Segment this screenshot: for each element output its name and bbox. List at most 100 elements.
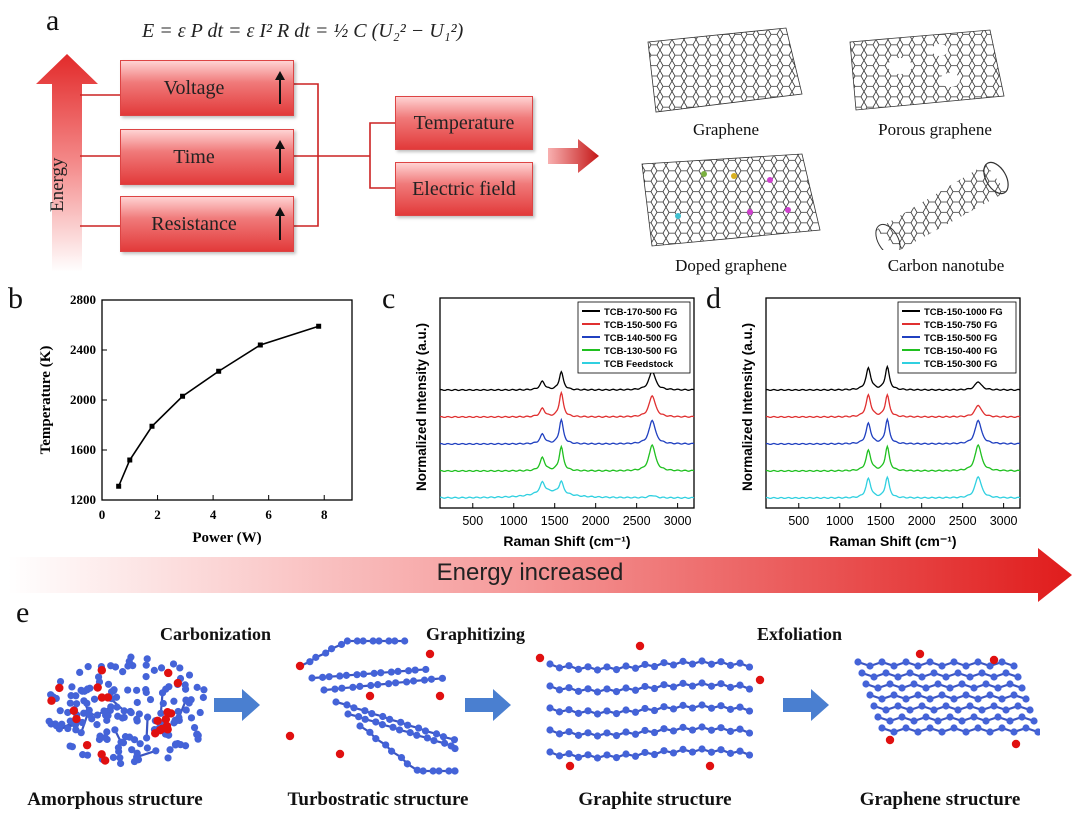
structure-graphene: Graphene structure — [859, 789, 1021, 810]
x-tick-label: 1000 — [500, 514, 528, 528]
carbon-atom — [450, 736, 459, 744]
legend-label: TCB-150-750 FG — [924, 320, 997, 331]
right-arrow-icon — [548, 139, 599, 173]
carbon-atom — [370, 669, 378, 677]
oxygen-atom — [153, 716, 162, 726]
carbon-atom — [890, 691, 898, 699]
carbon-atom — [136, 740, 144, 748]
carbon-atom — [866, 662, 874, 670]
data-point — [116, 483, 122, 489]
carbon-atom — [926, 724, 934, 732]
x-tick-label: 8 — [321, 507, 328, 522]
spectrum-line — [765, 364, 1021, 392]
carbon-atom — [68, 743, 76, 751]
carbon-atom — [650, 706, 659, 715]
factor-resistance-label: Resistance — [151, 212, 237, 235]
carbon-atom — [1018, 713, 1026, 721]
carbon-atom — [336, 672, 344, 680]
carbon-atom — [660, 725, 668, 733]
oxygen-atom — [163, 725, 172, 734]
carbon-atom — [181, 685, 190, 693]
oxygen-atom — [69, 706, 79, 715]
oxygen-atom — [335, 749, 345, 759]
carbon-atom — [143, 655, 151, 663]
carbon-atom — [950, 724, 958, 732]
x-tick-label: 2 — [154, 507, 161, 522]
carbon-atom — [874, 684, 882, 692]
carbon-atom — [886, 680, 894, 688]
x-tick-label: 6 — [265, 507, 272, 522]
carbon-atom — [726, 705, 735, 713]
carbon-atom — [117, 738, 125, 746]
carbon-atom — [1002, 706, 1010, 714]
graphene-structure-image — [854, 649, 1040, 749]
carbon-atom — [187, 696, 195, 704]
carbon-atom — [870, 702, 878, 710]
carbon-atom — [934, 680, 942, 688]
oxygen-atom — [365, 691, 375, 701]
data-point — [316, 323, 322, 329]
carbon-atom — [930, 706, 938, 714]
carbon-atom — [954, 669, 962, 677]
carbon-atom — [688, 682, 697, 690]
carbon-atom — [612, 731, 621, 740]
carbon-atom — [898, 713, 906, 721]
carbon-atom — [430, 736, 438, 745]
carbon-atom — [423, 734, 431, 742]
carbon-atom — [152, 747, 160, 755]
carbon-atom — [104, 680, 113, 688]
carbon-atom — [56, 677, 65, 686]
carbon-atom — [107, 703, 115, 711]
carbon-atom — [439, 733, 448, 741]
carbon-atom — [64, 708, 72, 717]
carbon-atom — [1002, 669, 1010, 677]
carbon-atom — [350, 704, 358, 712]
carbon-atom — [894, 673, 902, 681]
carbon-atom — [392, 679, 400, 687]
x-tick-label: 2000 — [582, 514, 610, 528]
data-point — [127, 457, 133, 463]
carbon-atom — [166, 746, 174, 754]
carbon-atom — [182, 706, 190, 714]
legend-label: TCB-150-500 FG — [604, 320, 677, 331]
product-porous-graphene: Porous graphene — [878, 120, 992, 139]
carbon-atom — [391, 637, 399, 645]
carbon-atom — [603, 729, 611, 737]
carbon-atom — [660, 659, 668, 667]
oxygen-atom — [705, 761, 715, 771]
spectrum-line — [439, 443, 695, 473]
carbon-atom — [135, 710, 143, 718]
carbon-atom — [679, 657, 687, 665]
oxygen-atom — [97, 666, 107, 675]
carbon-atom — [306, 658, 314, 666]
panel-e-letter: e — [16, 596, 30, 629]
carbon-atom — [76, 668, 84, 676]
carbon-atom — [372, 718, 380, 726]
x-tick-label: 2000 — [908, 514, 936, 528]
carbon-atom — [962, 691, 970, 699]
factor-voltage: Voltage — [120, 60, 294, 116]
carbon-atom — [419, 767, 427, 775]
carbon-atom — [886, 717, 894, 725]
carbon-atom — [378, 721, 386, 729]
carbon-atom — [914, 691, 922, 699]
carbon-atom — [200, 686, 208, 694]
carbon-atom — [698, 701, 706, 709]
carbon-atom — [966, 673, 974, 681]
carbon-atom — [127, 709, 135, 717]
carbon-atom — [451, 767, 459, 775]
carbon-atom — [401, 637, 409, 645]
carbon-atom — [397, 718, 405, 726]
carbon-atom — [974, 724, 982, 732]
carbon-atom — [143, 744, 151, 752]
carbon-atom — [631, 708, 640, 716]
carbon-atom — [109, 753, 118, 762]
oxygen-atom — [285, 731, 295, 741]
carbon-atom — [124, 686, 132, 694]
oxygen-atom — [435, 691, 445, 701]
carbon-atom — [878, 695, 886, 703]
carbon-atom — [574, 753, 583, 761]
carbon-atom — [196, 708, 204, 717]
carbon-atom — [565, 662, 573, 670]
carbon-atom — [910, 680, 918, 688]
